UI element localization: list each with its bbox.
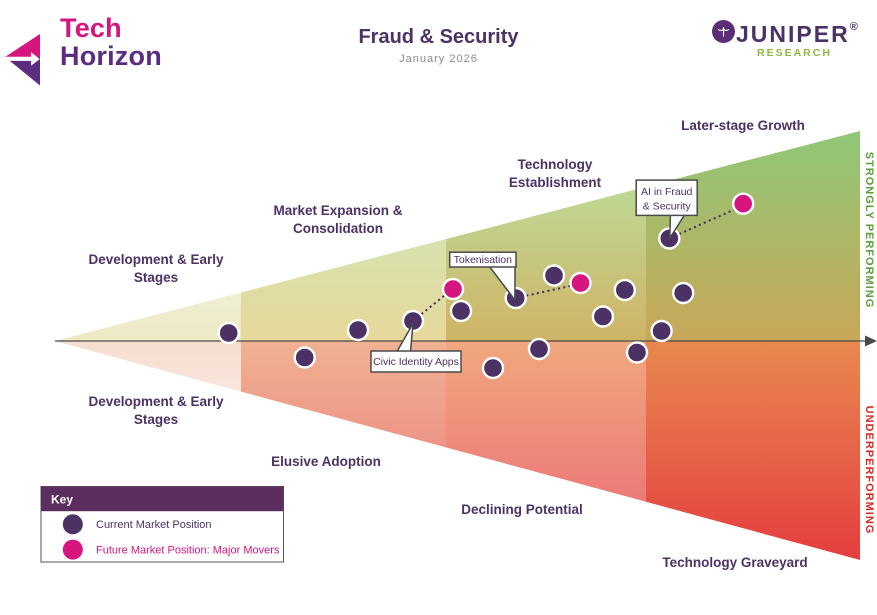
svg-text:Later-stage Growth: Later-stage Growth — [681, 118, 805, 133]
svg-text:Current Market Position: Current Market Position — [96, 519, 212, 531]
svg-text:Development & Early: Development & Early — [88, 252, 224, 267]
svg-text:Key: Key — [51, 493, 73, 507]
svg-text:Technology Graveyard: Technology Graveyard — [662, 555, 807, 570]
svg-text:Establishment: Establishment — [509, 175, 602, 190]
svg-text:Market Expansion &: Market Expansion & — [273, 203, 402, 218]
svg-text:Civic Identity Apps: Civic Identity Apps — [373, 356, 459, 368]
svg-text:UNDERPERFORMING: UNDERPERFORMING — [863, 406, 875, 535]
svg-text:STRONGLY PERFORMING: STRONGLY PERFORMING — [863, 152, 875, 309]
svg-text:Consolidation: Consolidation — [293, 221, 383, 236]
svg-text:Development & Early: Development & Early — [88, 394, 224, 409]
svg-text:Technology: Technology — [518, 157, 593, 172]
svg-text:& Security: & Security — [643, 201, 692, 213]
svg-text:Declining Potential: Declining Potential — [461, 502, 583, 517]
svg-text:Elusive Adoption: Elusive Adoption — [271, 454, 381, 469]
svg-text:Future Market Position: Major: Future Market Position: Major Movers — [96, 544, 280, 556]
svg-text:Tokenisation: Tokenisation — [454, 254, 513, 266]
svg-text:AI in Fraud: AI in Fraud — [641, 186, 693, 198]
svg-text:Stages: Stages — [134, 412, 178, 427]
svg-text:Stages: Stages — [134, 270, 178, 285]
